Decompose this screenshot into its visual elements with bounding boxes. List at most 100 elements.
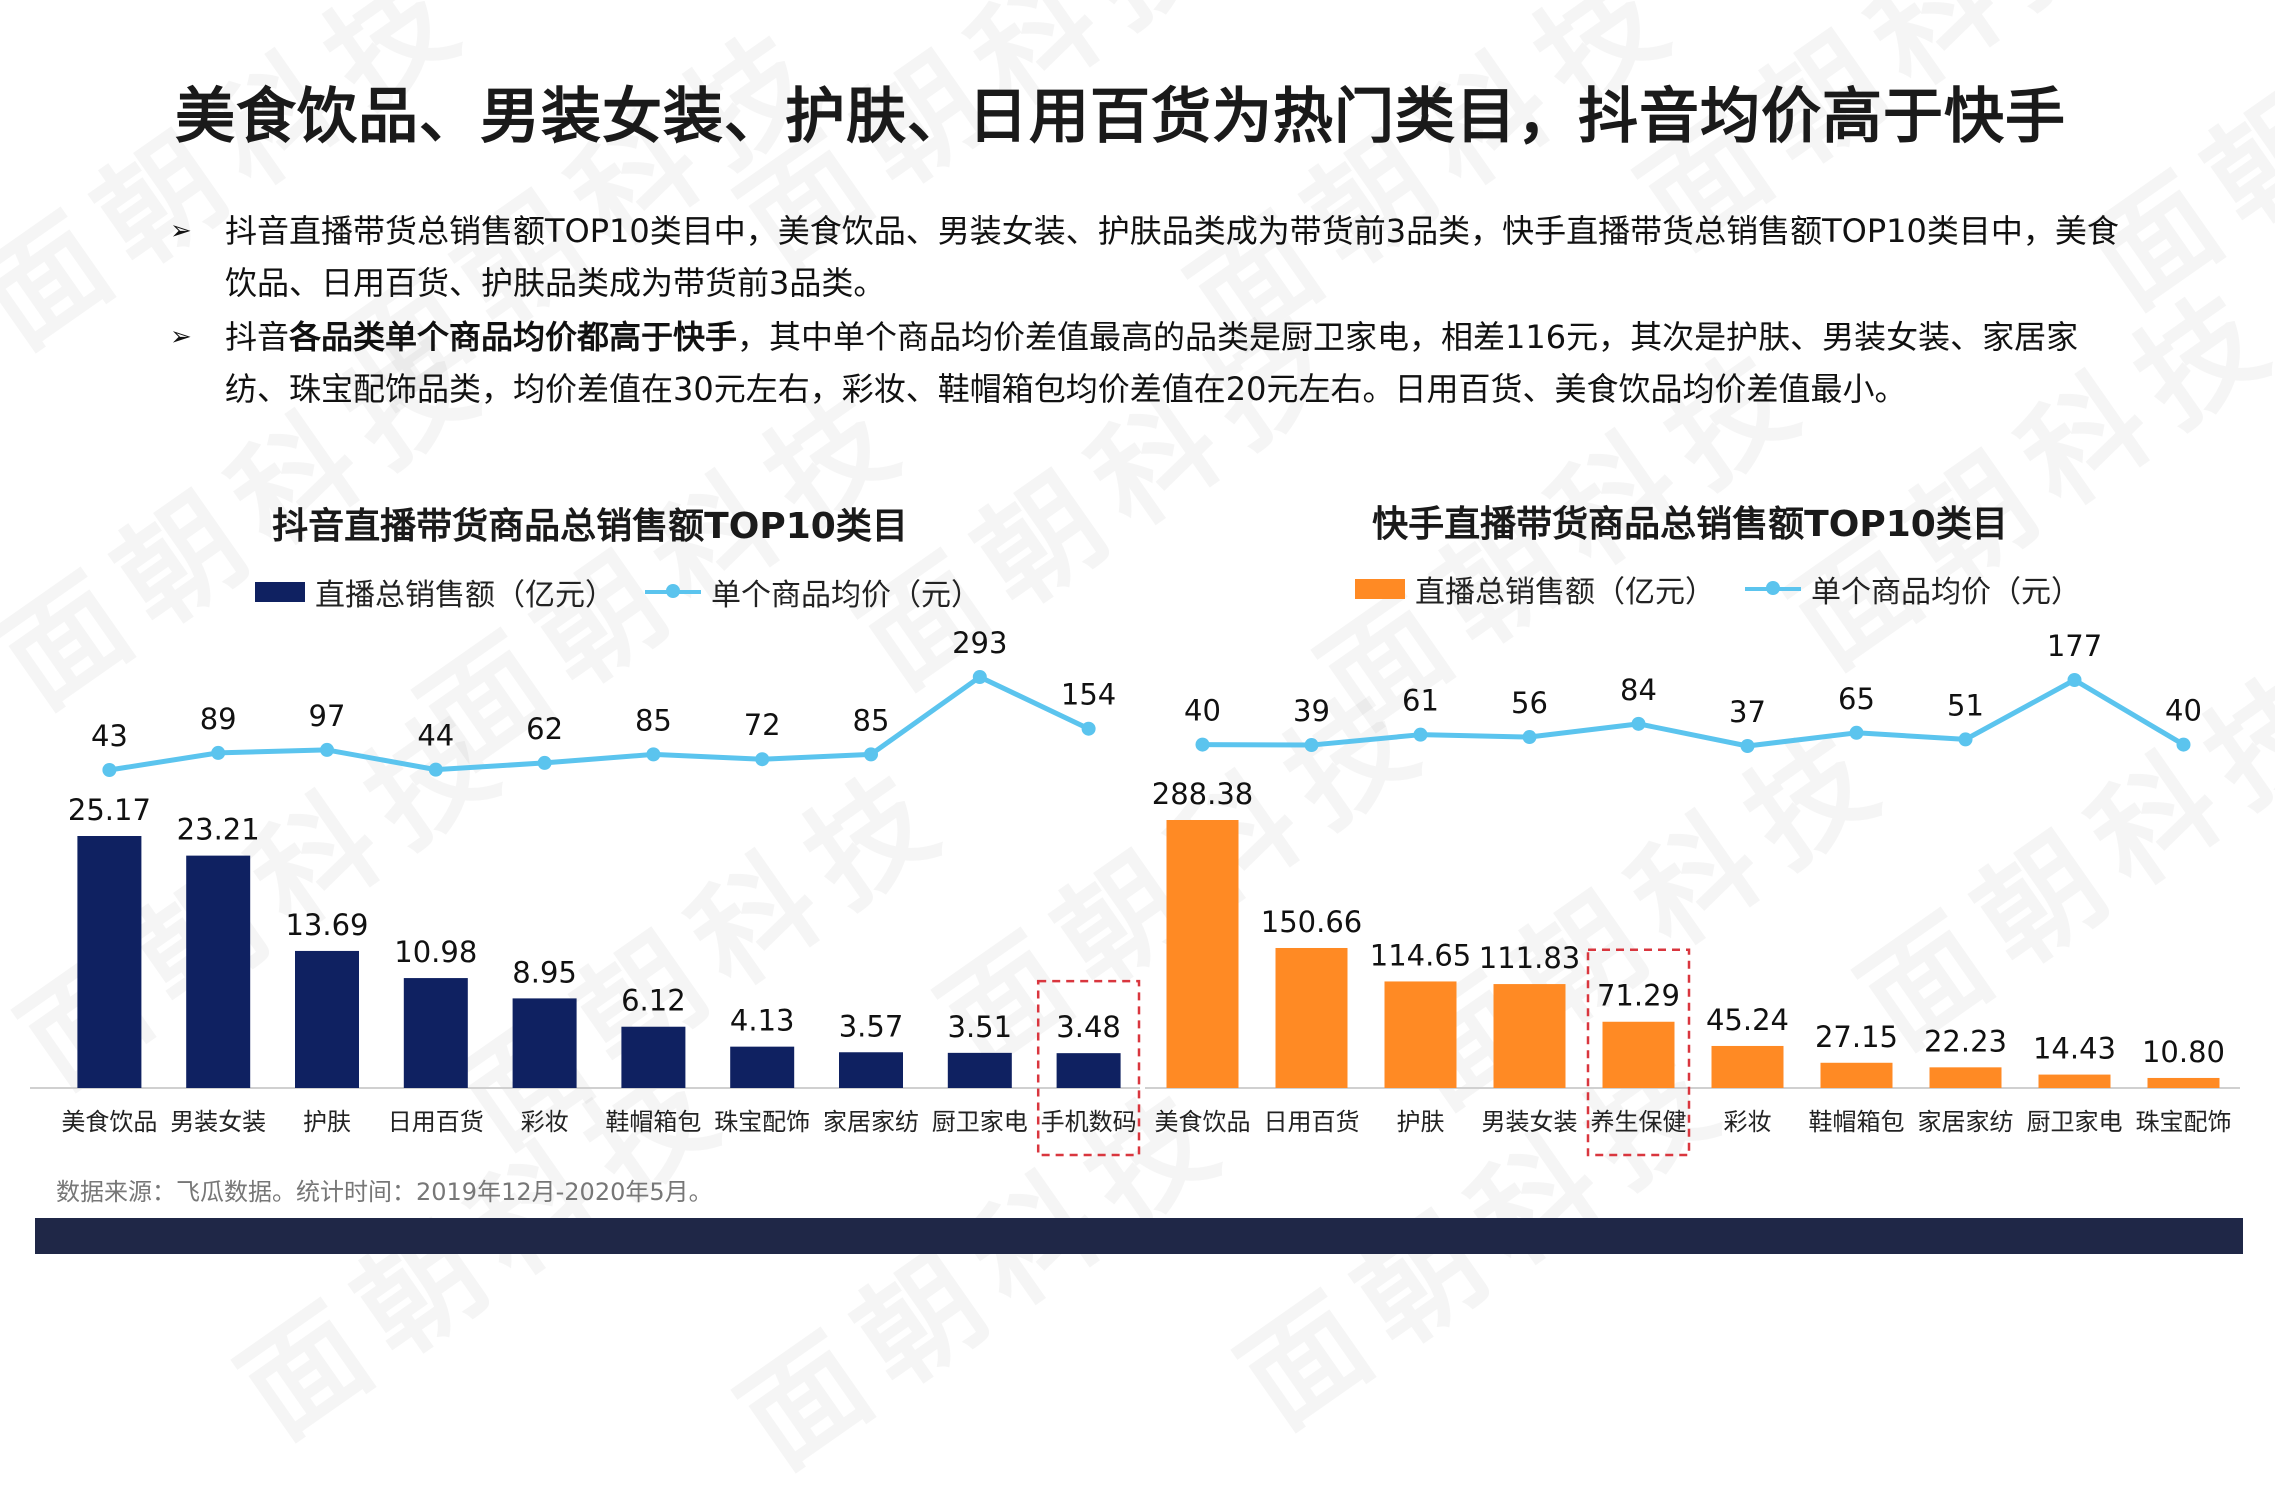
kuaishou-price-label: 39 xyxy=(1293,694,1330,728)
kuaishou-price-label: 177 xyxy=(2047,629,2102,663)
page-title: 美食饮品、男装女装、护肤、日用百货为热门类目，抖音均价高于快手 xyxy=(175,82,2066,152)
douyin-bar xyxy=(839,1052,903,1088)
douyin-bar-label: 3.51 xyxy=(948,1010,1013,1044)
douyin-price-point xyxy=(972,670,987,684)
douyin-bar xyxy=(512,998,577,1088)
douyin-category-label: 彩妆 xyxy=(521,1108,569,1136)
douyin-highlight-box xyxy=(1036,979,1141,1157)
kuaishou-price-label: 61 xyxy=(1402,684,1439,718)
douyin-price-label: 89 xyxy=(200,702,237,736)
kuaishou-price-line xyxy=(1202,677,2185,749)
kuaishou-category-label: 家居家纺 xyxy=(1918,1108,2014,1136)
kuaishou-price-point xyxy=(1958,732,1973,747)
kuaishou-category-label: 护肤 xyxy=(1397,1108,1445,1136)
legend-label-price: 单个商品均价（元） xyxy=(711,578,981,613)
arrow-bullet-icon: ➢ xyxy=(170,216,192,246)
combo-charts: 25.17 23.21 13.69 10.98 8.95 6.12 4.13 3.57 3.51… xyxy=(30,626,2240,1157)
kuaishou-bar-label: 111.83 xyxy=(1479,941,1580,975)
douyin-category-label: 家居家纺 xyxy=(823,1108,919,1136)
bar-legend-swatch xyxy=(255,582,305,602)
kuaishou-bar-label: 71.29 xyxy=(1597,979,1680,1013)
kuaishou-bar xyxy=(2147,1077,2220,1088)
douyin-bar-label: 10.98 xyxy=(394,935,477,969)
kuaishou-bar xyxy=(1493,984,1566,1088)
douyin-bar xyxy=(947,1052,1012,1088)
line-legend-swatch xyxy=(1745,581,1801,595)
douyin-bar-label: 23.21 xyxy=(177,813,260,847)
kuaishou-price-point xyxy=(2067,673,2082,687)
kuaishou-category-label: 彩妆 xyxy=(1724,1108,1772,1136)
kuaishou-bar-label: 45.24 xyxy=(1706,1003,1789,1037)
douyin-price-point xyxy=(102,763,117,777)
kuaishou-price-point xyxy=(1740,739,1755,753)
douyin-category-label: 珠宝配饰 xyxy=(714,1108,810,1136)
bullet-text: 抖音各品类单个商品均价都高于快手，其中单个商品均价差值最高的品类是厨卫家电，相差… xyxy=(225,318,2079,408)
kuaishou-price-point xyxy=(2176,737,2191,752)
douyin-price-label: 44 xyxy=(417,719,454,753)
douyin-bar-label: 6.12 xyxy=(621,984,686,1018)
douyin-category-label: 手机数码 xyxy=(1041,1108,1137,1136)
footer-bar xyxy=(35,1218,2243,1254)
douyin-category-label: 鞋帽箱包 xyxy=(605,1108,701,1136)
kuaishou-highlight-box xyxy=(1586,948,1691,1157)
douyin-chart-title: 抖音直播带货商品总销售额TOP10类目 xyxy=(272,506,908,547)
bullet-emphasis: 各品类单个商品均价都高于快手 xyxy=(289,318,738,356)
kuaishou-bar xyxy=(1275,947,1348,1088)
douyin-price-point xyxy=(755,752,770,767)
douyin-bar xyxy=(295,950,359,1088)
douyin-price-label: 62 xyxy=(526,712,563,746)
summary-bullets: ➢ 抖音直播带货总销售额TOP10类目中，美食饮品、男装女装、护肤品类成为带货前… xyxy=(170,205,2120,417)
douyin-price-point xyxy=(211,745,226,760)
kuaishou-bar xyxy=(1602,1021,1675,1088)
kuaishou-category-label: 日用百货 xyxy=(1264,1108,1360,1136)
kuaishou-bar-label: 150.66 xyxy=(1261,905,1362,939)
douyin-bar xyxy=(403,978,468,1088)
source-note: 数据来源：飞瓜数据。统计时间：2019年12月-2020年5月。 xyxy=(56,1178,713,1206)
kuaishou-price-point xyxy=(1631,716,1646,731)
kuaishou-price-label: 84 xyxy=(1620,673,1657,707)
douyin-price-label: 154 xyxy=(1061,678,1116,712)
douyin-price-label: 72 xyxy=(744,708,781,742)
kuaishou-price-point xyxy=(1849,725,1864,740)
kuaishou-price-point xyxy=(1195,737,1210,752)
arrow-bullet-icon: ➢ xyxy=(170,322,192,352)
douyin-bar-label: 8.95 xyxy=(512,955,577,989)
douyin-price-point xyxy=(1081,721,1096,736)
kuaishou-bar xyxy=(1166,820,1239,1088)
kuaishou-bar-label: 22.23 xyxy=(1924,1024,2007,1058)
douyin-bar-label: 3.57 xyxy=(839,1009,904,1043)
douyin-bar xyxy=(730,1046,795,1088)
kuaishou-price-label: 56 xyxy=(1511,686,1548,720)
kuaishou-price-point xyxy=(1522,730,1537,745)
kuaishou-price-label: 65 xyxy=(1838,682,1875,716)
bullet-item: ➢ 抖音各品类单个商品均价都高于快手，其中单个商品均价差值最高的品类是厨卫家电，… xyxy=(170,311,2120,415)
kuaishou-category-label: 鞋帽箱包 xyxy=(1809,1108,1905,1136)
kuaishou-bar xyxy=(1820,1062,1893,1088)
douyin-bar-label: 4.13 xyxy=(730,1004,795,1038)
kuaishou-price-label: 40 xyxy=(1184,694,1221,728)
douyin-price-point xyxy=(537,755,552,770)
kuaishou-price-point xyxy=(1304,738,1319,753)
douyin-bar xyxy=(186,855,251,1088)
douyin-bar xyxy=(1056,1053,1121,1088)
douyin-category-label: 护肤 xyxy=(303,1108,351,1136)
douyin-bar-label: 13.69 xyxy=(285,908,368,942)
kuaishou-bar xyxy=(1711,1045,1784,1088)
bullet-text: 抖音直播带货总销售额TOP10类目中，美食饮品、男装女装、护肤品类成为带货前3品… xyxy=(225,212,2119,302)
kuaishou-bar-label: 14.43 xyxy=(2033,1032,2116,1066)
douyin-price-point xyxy=(646,747,661,762)
kuaishou-bar xyxy=(1929,1067,2002,1088)
douyin-legend: 直播总销售额（亿元） 单个商品均价（元） xyxy=(255,570,981,614)
douyin-bar-label: 3.48 xyxy=(1056,1010,1121,1044)
kuaishou-price-label: 51 xyxy=(1947,688,1984,722)
douyin-bar-label: 25.17 xyxy=(68,793,151,827)
douyin-category-label: 美食饮品 xyxy=(61,1108,157,1136)
kuaishou-price-label: 40 xyxy=(2165,694,2202,728)
kuaishou-price-label: 37 xyxy=(1729,695,1766,729)
douyin-price-label: 293 xyxy=(952,626,1007,660)
kuaishou-price-point xyxy=(1413,727,1428,742)
douyin-category-label: 男装女装 xyxy=(170,1108,266,1136)
kuaishou-bar-label: 27.15 xyxy=(1815,1020,1898,1054)
douyin-price-label: 85 xyxy=(853,703,890,737)
kuaishou-legend: 直播总销售额（亿元） 单个商品均价（元） xyxy=(1355,567,2081,611)
